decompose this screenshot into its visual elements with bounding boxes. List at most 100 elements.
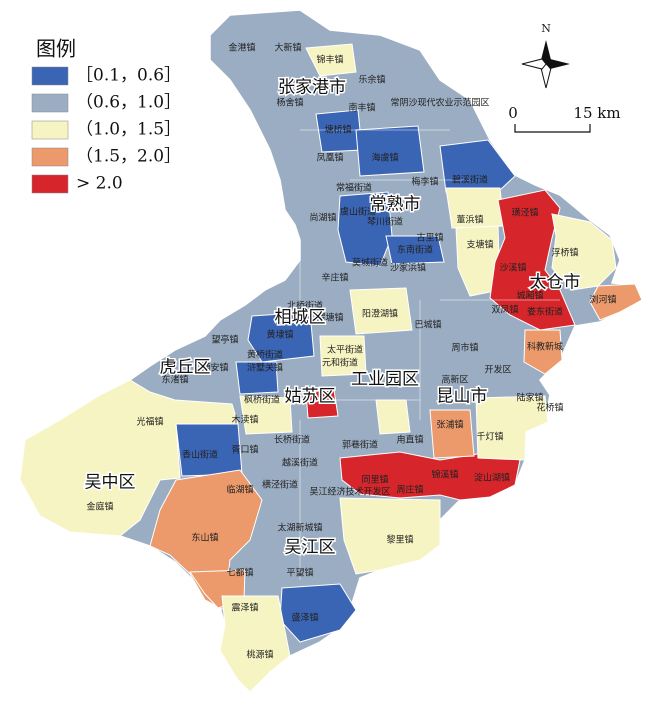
town-label: 甪直镇 — [396, 434, 423, 446]
town-label: 郭巷街道 — [342, 439, 378, 451]
town-label: 平望镇 — [286, 567, 313, 579]
town-label: 海虞镇 — [371, 152, 398, 164]
legend-label: （1.0，1.5］ — [76, 120, 181, 140]
town-label: 光福镇 — [136, 416, 163, 428]
district-label: 虎丘区 — [160, 358, 211, 378]
town-label: 凤凰镇 — [316, 152, 343, 164]
town-label: 琴川街道 — [367, 216, 403, 228]
region — [319, 335, 367, 377]
town-label: 支塘镇 — [466, 239, 493, 251]
town-label: 虞山街道 — [340, 206, 376, 218]
legend-swatch — [31, 66, 69, 86]
region — [247, 311, 315, 363]
town-label: 梅李镇 — [411, 176, 438, 188]
town-label: 双凤镇 — [491, 304, 518, 316]
town-label: 巴城镇 — [414, 319, 441, 331]
region — [475, 395, 549, 461]
district-label: 太仓市 — [530, 273, 581, 293]
town-label: 大新镇 — [274, 42, 301, 54]
region — [219, 595, 291, 693]
region — [239, 395, 293, 435]
region — [375, 399, 411, 435]
town-label: 枫桥街道 — [244, 394, 280, 406]
district-label: 昆山市 — [437, 387, 488, 407]
town-label: 太平街道 — [327, 344, 363, 356]
town-label: 高新区 — [441, 374, 468, 386]
town-label: 杨舍镇 — [276, 97, 303, 109]
town-label: 东渚镇 — [161, 374, 188, 386]
town-label: 娄东街道 — [527, 306, 563, 318]
scale-length: 15 km — [573, 104, 620, 122]
town-label: 东南街道 — [397, 244, 433, 256]
north-arrow: N — [521, 22, 570, 89]
town-label: 周庄镇 — [396, 484, 423, 496]
town-label: 碧溪街道 — [452, 174, 488, 186]
legend-label: （0.6，1.0］ — [76, 93, 181, 113]
town-label: 横泾街道 — [262, 479, 298, 491]
region — [385, 235, 445, 265]
town-label: 吴江经济技术开发区 — [309, 486, 390, 498]
town-label: 渭塘镇 — [316, 312, 343, 324]
town-label: 同里镇 — [361, 474, 388, 486]
town-label: 黄埭镇 — [266, 329, 293, 341]
town-label: 元和街道 — [322, 357, 358, 369]
town-label: 望亭镇 — [211, 334, 238, 346]
district-label: 姑苏区 — [285, 387, 336, 407]
town-label: 浒墅关镇 — [247, 362, 283, 374]
legend-label: > 2.0 — [76, 174, 123, 194]
town-label: 阳澄湖镇 — [362, 308, 398, 320]
arrow-north — [541, 40, 551, 64]
north-label: N — [541, 22, 551, 35]
legend-swatch — [31, 147, 69, 167]
town-label: 木渎镇 — [231, 414, 258, 426]
town-label: 花桥镇 — [536, 402, 563, 414]
district-label: 相城区 — [275, 308, 326, 328]
town-label: 璜泾镇 — [511, 207, 538, 219]
legend-label: （1.5，2.0］ — [76, 147, 181, 167]
town-label: 桃源镇 — [246, 649, 273, 661]
town-label: 南丰镇 — [348, 102, 375, 114]
town-label: 金港镇 — [228, 42, 255, 54]
town-label: 千灯镇 — [476, 431, 503, 443]
town-label: 乐余镇 — [358, 74, 385, 86]
town-label: 沙家浜镇 — [390, 262, 426, 274]
town-label: 通安镇 — [201, 362, 228, 374]
town-label: 太湖新城镇 — [277, 522, 322, 534]
town-label: 沙溪镇 — [499, 262, 526, 274]
town-label: 锦溪镇 — [431, 469, 458, 481]
town-label: 黄桥街道 — [247, 349, 283, 361]
region — [349, 287, 413, 335]
district-label: 吴中区 — [85, 473, 136, 493]
region — [355, 125, 425, 177]
town-label: 周市镇 — [451, 342, 478, 354]
scale-line — [514, 124, 591, 133]
region — [149, 469, 263, 611]
legend-label: ［0.1，0.6］ — [76, 66, 181, 86]
region — [439, 139, 516, 193]
legend-swatch — [31, 174, 69, 194]
town-label: 董浜镇 — [456, 214, 483, 226]
town-label: 盛泽镇 — [291, 612, 318, 624]
town-label: 北桥街道 — [287, 300, 323, 312]
regions — [19, 9, 643, 694]
legend-title: 图例 — [36, 37, 76, 61]
legend-swatch — [31, 120, 69, 140]
arrow-west — [521, 58, 547, 70]
town-label: 开发区 — [484, 364, 511, 376]
town-label: 临湖镇 — [226, 484, 253, 496]
town-label: 金庭镇 — [86, 501, 113, 513]
region — [455, 225, 501, 297]
town-label: 科教新城 — [527, 341, 563, 353]
region — [589, 283, 643, 321]
region — [305, 389, 339, 419]
town-label: 张浦镇 — [436, 419, 463, 431]
region — [19, 379, 239, 537]
town-label: 震泽镇 — [231, 602, 258, 614]
arrow-east — [546, 59, 570, 69]
town-label: 辛庄镇 — [321, 272, 348, 284]
town-label: 锦丰镇 — [316, 54, 343, 66]
legend-swatch — [31, 93, 69, 113]
district-label: 工业园区 — [351, 370, 419, 390]
region — [235, 361, 279, 395]
